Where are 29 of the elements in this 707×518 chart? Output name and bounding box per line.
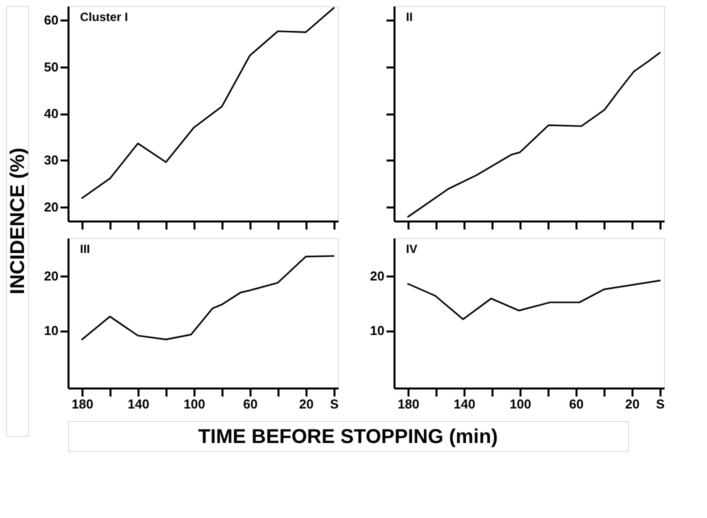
annotation: Cluster I bbox=[80, 10, 128, 24]
x-tick-label: 180 bbox=[398, 396, 420, 412]
x-tick-label: 180 bbox=[72, 396, 94, 412]
y-tick-label: 20 bbox=[44, 268, 58, 284]
line-series bbox=[81, 7, 335, 199]
x-tick-label: 140 bbox=[128, 396, 150, 412]
line-series bbox=[407, 280, 661, 320]
x-tick-label: 20 bbox=[625, 396, 640, 412]
y-tick-label: 10 bbox=[370, 323, 384, 338]
line-series bbox=[81, 255, 335, 340]
annotation: IV bbox=[406, 242, 418, 256]
y-tick-label: 40 bbox=[44, 106, 58, 121]
x-tick-label: 140 bbox=[454, 396, 476, 412]
y-tick-label: 10 bbox=[44, 323, 58, 338]
y-tick-label: 50 bbox=[44, 59, 58, 74]
x-tick-label: 60 bbox=[569, 396, 584, 412]
x-tick-label: 60 bbox=[243, 396, 258, 412]
annotation: II bbox=[406, 10, 413, 24]
x-tick-label: 100 bbox=[184, 396, 206, 412]
x-tick-label: S bbox=[656, 396, 665, 412]
annotation: III bbox=[80, 242, 90, 256]
y-tick-label: 60 bbox=[44, 12, 58, 28]
x-tick-label: S bbox=[330, 396, 339, 412]
y-tick-label: 20 bbox=[44, 199, 58, 214]
y-tick-label: 30 bbox=[44, 152, 58, 168]
x-axis-title: TIME BEFORE STOPPING (min) bbox=[198, 426, 498, 448]
y-axis-title: INCIDENCE (%) bbox=[7, 148, 29, 294]
x-tick-label: 20 bbox=[299, 396, 314, 412]
x-tick-label: 100 bbox=[510, 396, 532, 412]
